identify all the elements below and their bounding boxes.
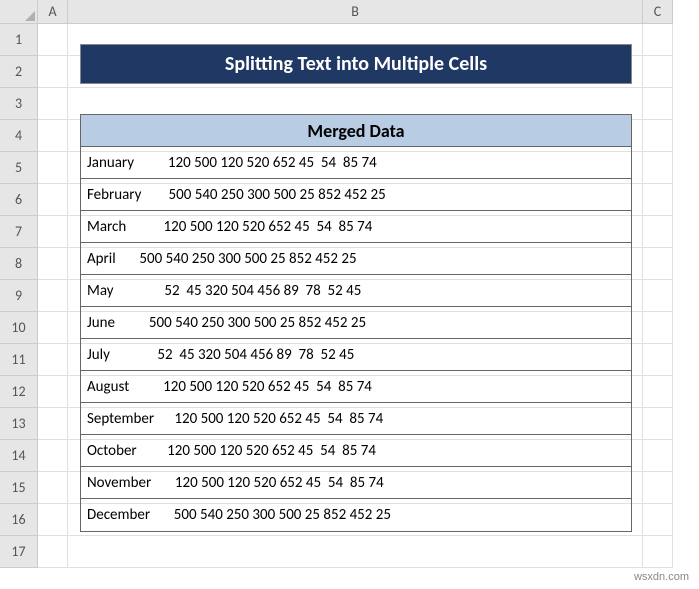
- row-header-17[interactable]: 17: [0, 536, 38, 568]
- title-banner: Splitting Text into Multiple Cells: [80, 44, 632, 84]
- cell[interactable]: [38, 536, 68, 568]
- row-header-4[interactable]: 4: [0, 120, 38, 152]
- cell[interactable]: [643, 24, 673, 56]
- cell[interactable]: [643, 536, 673, 568]
- col-header-c[interactable]: C: [643, 0, 673, 24]
- table-row[interactable]: June 500 540 250 300 500 25 852 452 25: [81, 307, 631, 339]
- table-row[interactable]: May 52 45 320 504 456 89 78 52 45: [81, 275, 631, 307]
- cell[interactable]: [38, 88, 68, 120]
- row-header-10[interactable]: 10: [0, 312, 38, 344]
- row-header-13[interactable]: 13: [0, 408, 38, 440]
- row-header-5[interactable]: 5: [0, 152, 38, 184]
- cell[interactable]: [643, 344, 673, 376]
- cell[interactable]: [643, 408, 673, 440]
- cell[interactable]: [38, 376, 68, 408]
- col-header-b[interactable]: B: [68, 0, 643, 24]
- row-header-7[interactable]: 7: [0, 216, 38, 248]
- table-row[interactable]: April 500 540 250 300 500 25 852 452 25: [81, 243, 631, 275]
- table-row[interactable]: February 500 540 250 300 500 25 852 452 …: [81, 179, 631, 211]
- row-header-6[interactable]: 6: [0, 184, 38, 216]
- cell[interactable]: [38, 216, 68, 248]
- cell[interactable]: [643, 472, 673, 504]
- row-header-2[interactable]: 2: [0, 56, 38, 88]
- cell[interactable]: [38, 472, 68, 504]
- row-header-3[interactable]: 3: [0, 88, 38, 120]
- cell[interactable]: [643, 216, 673, 248]
- cell[interactable]: [38, 312, 68, 344]
- cell[interactable]: [643, 376, 673, 408]
- table-row[interactable]: January 120 500 120 520 652 45 54 85 74: [81, 147, 631, 179]
- cell[interactable]: [38, 408, 68, 440]
- row-header-8[interactable]: 8: [0, 248, 38, 280]
- cell[interactable]: [38, 184, 68, 216]
- cell[interactable]: [68, 536, 643, 568]
- cell[interactable]: [38, 24, 68, 56]
- cell[interactable]: [38, 152, 68, 184]
- select-all-corner[interactable]: [0, 0, 38, 24]
- cell[interactable]: [643, 88, 673, 120]
- col-header-a[interactable]: A: [38, 0, 68, 24]
- table-row[interactable]: August 120 500 120 520 652 45 54 85 74: [81, 371, 631, 403]
- cell[interactable]: [38, 344, 68, 376]
- table-row[interactable]: December 500 540 250 300 500 25 852 452 …: [81, 499, 631, 531]
- cell[interactable]: [643, 440, 673, 472]
- cell[interactable]: [643, 280, 673, 312]
- table-row[interactable]: July 52 45 320 504 456 89 78 52 45: [81, 339, 631, 371]
- data-table: Merged Data January 120 500 120 520 652 …: [80, 114, 632, 532]
- row-header-14[interactable]: 14: [0, 440, 38, 472]
- cell[interactable]: [38, 248, 68, 280]
- cell[interactable]: [643, 248, 673, 280]
- cell[interactable]: [643, 504, 673, 536]
- row-header-16[interactable]: 16: [0, 504, 38, 536]
- cell[interactable]: [643, 56, 673, 88]
- row-header-15[interactable]: 15: [0, 472, 38, 504]
- cell[interactable]: [38, 56, 68, 88]
- watermark: wsxdn.com: [634, 571, 689, 583]
- cell[interactable]: [643, 152, 673, 184]
- table-header: Merged Data: [81, 115, 631, 147]
- row-header-12[interactable]: 12: [0, 376, 38, 408]
- cell[interactable]: [38, 280, 68, 312]
- table-row[interactable]: September 120 500 120 520 652 45 54 85 7…: [81, 403, 631, 435]
- table-row[interactable]: March 120 500 120 520 652 45 54 85 74: [81, 211, 631, 243]
- table-row[interactable]: October 120 500 120 520 652 45 54 85 74: [81, 435, 631, 467]
- cell[interactable]: [38, 440, 68, 472]
- cell[interactable]: [643, 184, 673, 216]
- table-row[interactable]: November 120 500 120 520 652 45 54 85 74: [81, 467, 631, 499]
- row-header-9[interactable]: 9: [0, 280, 38, 312]
- row-header-11[interactable]: 11: [0, 344, 38, 376]
- cell[interactable]: [38, 504, 68, 536]
- cell[interactable]: [643, 120, 673, 152]
- cell[interactable]: [38, 120, 68, 152]
- row-header-1[interactable]: 1: [0, 24, 38, 56]
- cell[interactable]: [643, 312, 673, 344]
